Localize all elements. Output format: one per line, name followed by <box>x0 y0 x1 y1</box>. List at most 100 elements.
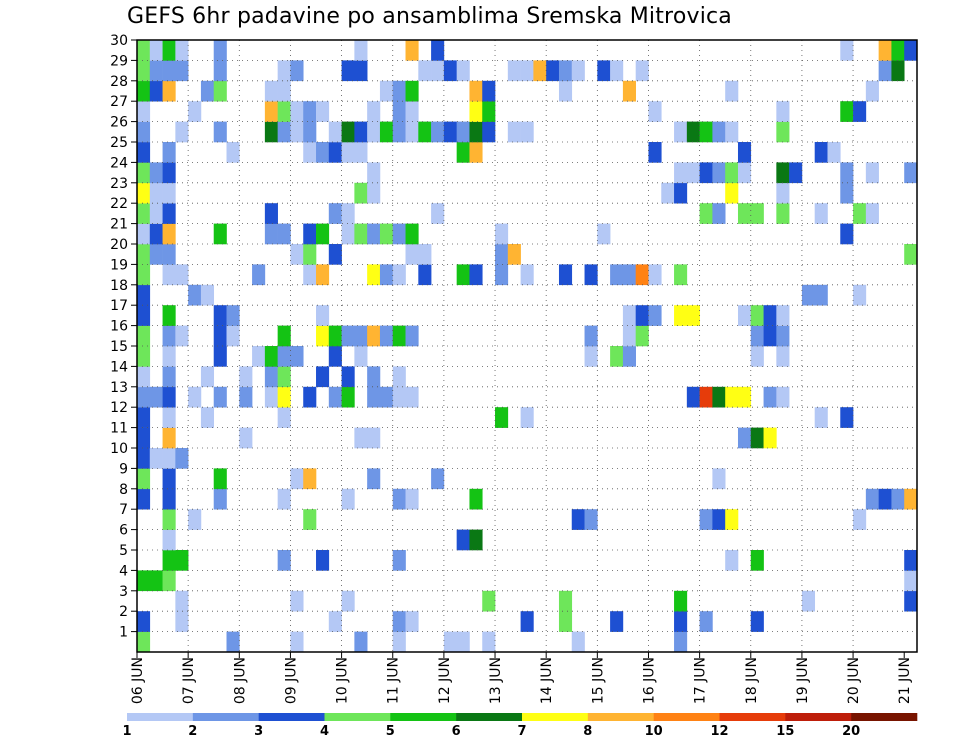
heatmap-cell <box>239 427 253 449</box>
heatmap-cell <box>290 244 304 265</box>
y-tick-label: 26 <box>110 115 128 131</box>
heatmap-cell <box>137 488 151 510</box>
heatmap-cell <box>891 488 905 510</box>
heatmap-cell <box>878 488 892 510</box>
heatmap-cell <box>354 325 368 347</box>
heatmap-cell <box>737 162 752 184</box>
heatmap-cell <box>584 264 598 286</box>
heatmap-cell <box>367 264 381 286</box>
heatmap-cell <box>303 244 317 265</box>
heatmap-cell <box>303 264 317 286</box>
y-tick-label: 6 <box>119 523 128 539</box>
heatmap-cell <box>776 182 790 204</box>
heatmap-cell <box>316 305 330 326</box>
heatmap-cell <box>469 264 483 286</box>
heatmap-cell <box>162 80 176 102</box>
heatmap-cell <box>137 264 151 286</box>
heatmap-cell <box>405 611 419 632</box>
heatmap-cell <box>290 60 304 82</box>
heatmap-cell <box>303 223 317 245</box>
heatmap-cell <box>264 121 278 143</box>
heatmap-cell <box>392 101 406 122</box>
heatmap-cell <box>469 121 483 143</box>
heatmap-cell <box>379 386 394 408</box>
legend-threshold-label: 4 <box>320 724 329 739</box>
heatmap-cell <box>277 407 291 428</box>
heatmap-cell <box>290 121 304 143</box>
heatmap-cell <box>558 590 573 612</box>
heatmap-cell <box>354 182 368 204</box>
heatmap-cell <box>213 468 227 490</box>
heatmap-cell <box>213 40 227 61</box>
heatmap-cell <box>763 427 777 449</box>
heatmap-cell <box>137 570 151 592</box>
heatmap-cell <box>226 142 240 163</box>
heatmap-cell <box>379 264 394 286</box>
heatmap-cell <box>392 611 406 632</box>
heatmap-cell <box>341 366 355 388</box>
heatmap-cell <box>137 611 151 632</box>
x-tick-label: 21 JUN <box>897 657 913 704</box>
heatmap-cell <box>405 121 419 143</box>
heatmap-cell <box>341 203 355 224</box>
heatmap-cell <box>431 40 445 61</box>
heatmap-cell <box>137 305 151 326</box>
y-tick-label: 29 <box>110 53 128 69</box>
heatmap-cell <box>597 223 611 245</box>
heatmap-cell <box>456 60 470 82</box>
heatmap-cell <box>277 80 291 102</box>
heatmap-cell <box>737 427 752 449</box>
heatmap-cell <box>137 182 151 204</box>
heatmap-cell <box>277 223 291 245</box>
heatmap-cell <box>277 550 291 571</box>
heatmap-cell <box>137 40 151 61</box>
heatmap-cell <box>213 80 227 102</box>
heatmap-cell <box>495 223 509 245</box>
legend-threshold-label: 5 <box>386 724 395 739</box>
heatmap-cell <box>149 80 163 102</box>
heatmap-cell <box>558 80 573 102</box>
y-tick-label: 23 <box>110 176 128 192</box>
heatmap-cell <box>277 346 291 367</box>
y-tick-label: 12 <box>110 400 128 416</box>
y-tick-label: 8 <box>119 482 128 498</box>
heatmap-cell <box>533 60 547 82</box>
y-tick-label: 7 <box>119 502 128 518</box>
heatmap-cell <box>405 386 419 408</box>
y-tick-label: 11 <box>110 421 128 437</box>
heatmap-cell <box>571 60 585 82</box>
heatmap-cell <box>507 60 521 82</box>
x-tick-label: 16 JUN <box>641 657 657 704</box>
x-tick-label: 13 JUN <box>488 657 504 704</box>
heatmap-cell <box>162 570 176 592</box>
y-tick-label: 10 <box>110 441 128 457</box>
y-tick-label: 5 <box>119 543 128 559</box>
heatmap-cell <box>137 60 151 82</box>
heatmap-cell <box>303 121 317 143</box>
heatmap-cell <box>686 121 700 143</box>
heatmap-cell <box>482 590 496 612</box>
heatmap-cell <box>137 80 151 102</box>
heatmap-cell <box>149 203 163 224</box>
heatmap-cell <box>584 325 598 347</box>
heatmap-cell <box>200 80 215 102</box>
heatmap-cell <box>354 223 368 245</box>
heatmap-cell <box>316 366 330 388</box>
heatmap-cell <box>175 550 189 571</box>
heatmap-cell <box>367 182 381 204</box>
heatmap-cell <box>226 325 240 347</box>
legend-threshold-label: 3 <box>254 724 263 739</box>
heatmap-cell <box>316 142 330 163</box>
heatmap-cell <box>149 386 163 408</box>
heatmap-cell <box>853 203 867 224</box>
heatmap-cell <box>264 223 278 245</box>
heatmap-cell <box>137 366 151 388</box>
heatmap-cell <box>405 488 419 510</box>
heatmap-cell <box>814 203 828 224</box>
y-tick-label: 2 <box>119 604 128 620</box>
heatmap-cell <box>264 366 278 388</box>
heatmap-cell <box>648 305 662 326</box>
heatmap-cell <box>252 264 266 286</box>
y-tick-label: 30 <box>110 33 128 49</box>
